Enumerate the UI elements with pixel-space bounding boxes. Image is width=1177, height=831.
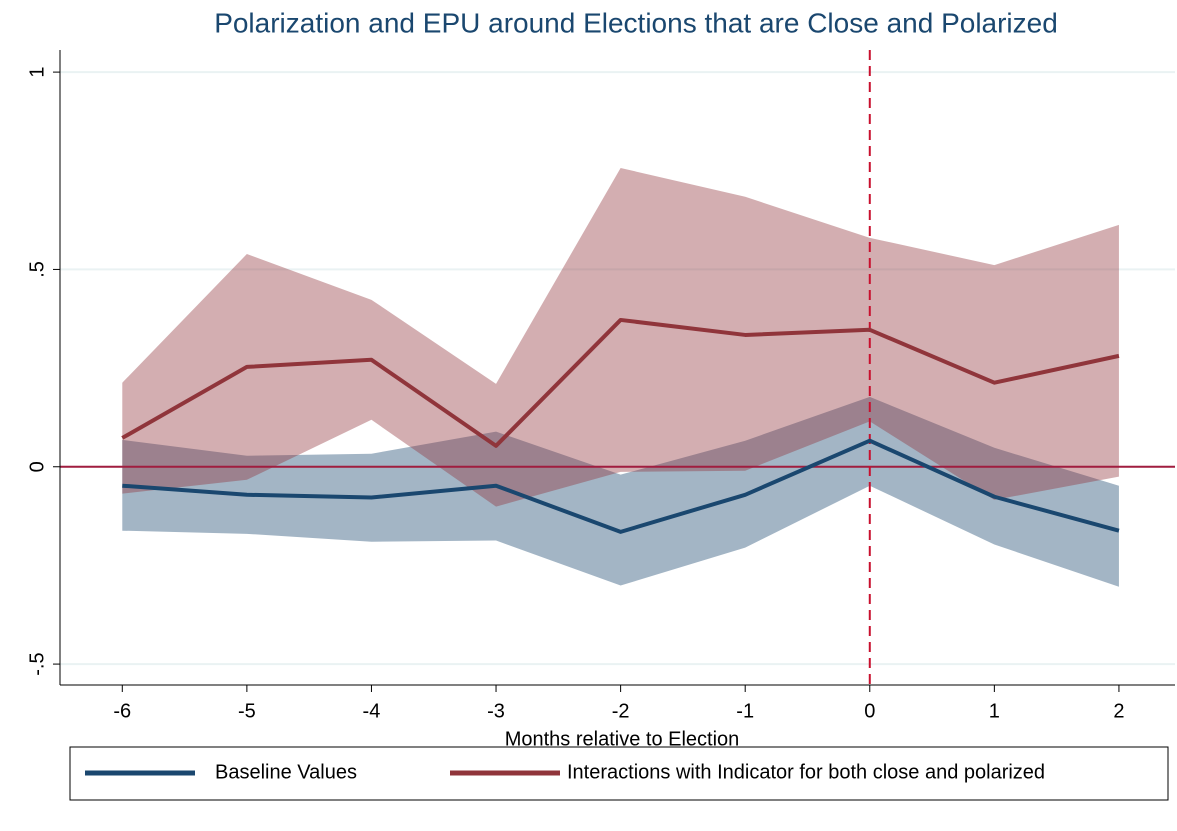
series-line [122, 438, 1120, 534]
y-tick-label: 1 [26, 67, 48, 78]
legend-label: Baseline Values [215, 761, 357, 783]
x-tick-label: 1 [989, 700, 1000, 722]
x-tick-label: -6 [113, 700, 131, 722]
y-tick-label: .5 [26, 261, 48, 278]
x-axis-label: Months relative to Election [505, 728, 740, 750]
x-tick-label: 0 [864, 700, 875, 722]
confidence-band [122, 168, 1119, 507]
y-tick-label: -.5 [26, 652, 48, 675]
x-tick-label: -3 [487, 700, 505, 722]
x-tick-label: -1 [736, 700, 754, 722]
y-tick-label: 0 [26, 461, 48, 472]
confidence-band [122, 396, 1119, 587]
legend-label: Interactions with Indicator for both clo… [567, 761, 1045, 783]
x-tick-label: -4 [363, 700, 381, 722]
x-tick-label: -2 [612, 700, 630, 722]
legend-box [69, 746, 1169, 801]
chart-title: Polarization and EPU around Elections th… [214, 7, 1058, 38]
series-line [121, 317, 1120, 448]
x-tick-label: 2 [1113, 700, 1124, 722]
x-tick-label: -5 [238, 700, 256, 722]
